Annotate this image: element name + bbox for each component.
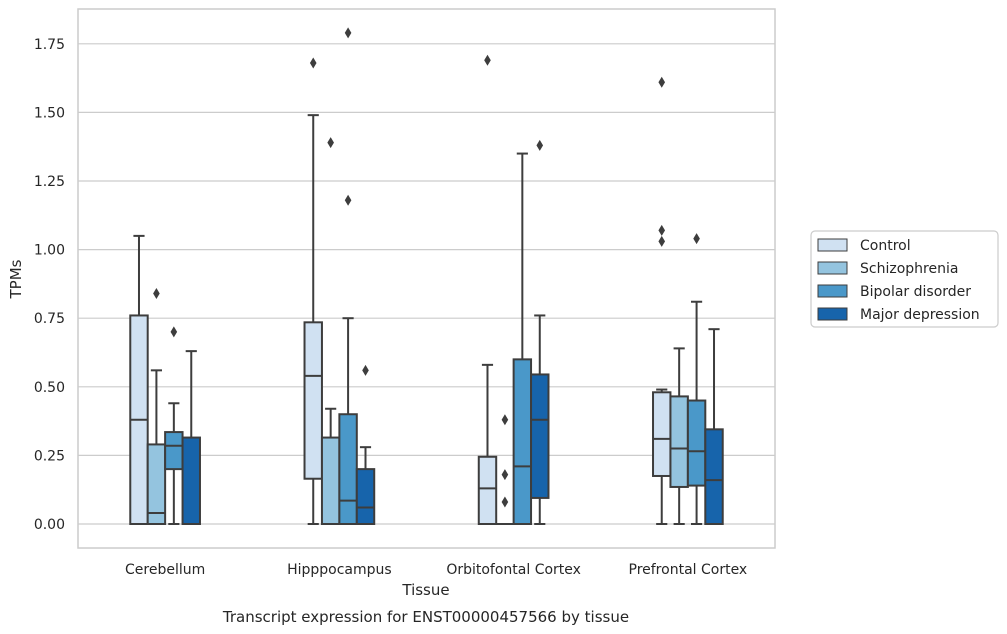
legend: Control Schizophrenia Bipolar disorder Majo… <box>810 230 999 328</box>
box-0-0 <box>129 234 149 525</box>
outlier-point-2 <box>501 414 509 426</box>
outlier-point-0 <box>536 139 544 151</box>
x-axis-title: Tissue <box>401 581 449 599</box>
box-3-2 <box>686 233 707 525</box>
plot-border <box>77 8 776 549</box>
box-3-1 <box>669 347 689 525</box>
legend-label: Bipolar disorder <box>860 284 971 300</box>
legend-swatch <box>817 284 848 298</box>
series-2 <box>164 27 707 525</box>
outlier-point-0 <box>658 235 666 247</box>
x-tick-label-3: Prefrontal Cortex <box>629 562 748 578</box>
y-tick-label-4: 1.00 <box>34 243 65 259</box>
box-iqr <box>146 443 167 526</box>
box-iqr <box>652 391 672 477</box>
box-iqr <box>512 358 533 525</box>
outlier-point-0 <box>170 326 178 338</box>
outlier-point-2 <box>658 76 666 88</box>
box-2-3 <box>530 139 550 525</box>
legend-swatch <box>817 238 848 252</box>
y-tick-label-7: 1.75 <box>34 37 65 53</box>
box-1-2 <box>338 27 358 525</box>
series-1 <box>146 137 689 526</box>
box-0-1 <box>146 288 167 526</box>
box-2-1 <box>496 414 514 525</box>
box-3-3 <box>704 328 724 525</box>
legend-swatch <box>817 261 848 275</box>
y-axis-ticks: 0.00 0.25 0.50 0.75 1.00 1.25 1.50 1.75 <box>34 37 65 533</box>
box-iqr <box>686 399 707 487</box>
legend-label: Schizophrenia <box>860 261 958 277</box>
outlier-point-1 <box>344 27 352 39</box>
x-tick-label-2: Orbitofontal Cortex <box>446 562 581 578</box>
legend-frame <box>810 230 999 328</box>
outlier-point-0 <box>693 233 700 245</box>
y-tick-label-1: 0.25 <box>34 448 65 464</box>
box-iqr <box>355 468 376 525</box>
legend-label: Control <box>860 238 911 254</box>
y-tick-label-3: 0.75 <box>34 311 65 327</box>
outlier-point-0 <box>153 288 160 300</box>
y-tick-label-2: 0.50 <box>34 380 65 396</box>
box-0-3 <box>181 350 201 525</box>
x-axis-ticks: Cerebellum Hipppocampus Orbitofontal Corte… <box>125 562 747 578</box>
box-1-1 <box>320 137 341 525</box>
box-iqr <box>704 428 724 525</box>
legend-item-0: Control <box>817 238 911 254</box>
box-iqr <box>530 373 550 499</box>
y-axis-title: TPMs <box>7 259 25 299</box>
legend-swatch <box>817 307 848 321</box>
outlier-point-0 <box>362 364 369 376</box>
series-0 <box>129 54 672 525</box>
outlier-point-0 <box>501 496 509 508</box>
box-2-2 <box>512 152 533 525</box>
outlier-point-0 <box>344 194 352 206</box>
box-iqr <box>164 431 184 471</box>
legend-item-3: Major depression <box>817 307 980 323</box>
plot-frame <box>77 8 776 549</box>
box-iqr <box>669 395 689 488</box>
box-1-3 <box>355 364 376 525</box>
box-iqr <box>181 436 201 525</box>
box-iqr <box>320 436 341 525</box>
y-tick-label-0: 0.00 <box>34 517 65 533</box>
box-1-0 <box>303 57 323 525</box>
box-series <box>129 27 724 526</box>
series-3 <box>181 139 724 525</box>
outlier-point-1 <box>658 224 666 236</box>
box-0-2 <box>164 326 184 525</box>
legend-item-2: Bipolar disorder <box>817 284 971 300</box>
box-2-0 <box>477 54 498 525</box>
box-iqr <box>477 455 498 525</box>
legend-item-1: Schizophrenia <box>817 261 958 277</box>
outlier-point-1 <box>501 469 509 481</box>
box-iqr <box>338 413 358 525</box>
y-tick-label-5: 1.25 <box>34 174 65 190</box>
legend-label: Major depression <box>860 307 980 323</box>
outlier-point-0 <box>327 137 334 149</box>
box-3-0 <box>652 76 672 525</box>
y-tick-label-6: 1.50 <box>34 105 65 121</box>
x-tick-label-1: Hipppocampus <box>287 562 392 578</box>
outlier-point-0 <box>309 57 317 69</box>
x-tick-label-0: Cerebellum <box>125 562 205 578</box>
outlier-point-0 <box>484 54 491 66</box>
box-iqr <box>303 321 323 480</box>
chart-caption: Transcript expression for ENST0000045756… <box>222 608 629 626</box>
